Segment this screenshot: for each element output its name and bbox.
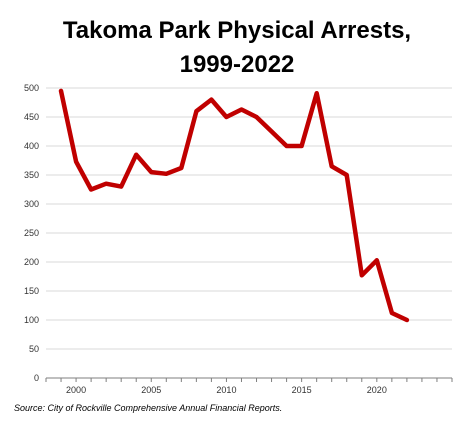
x-tick-label-2005: 2005 xyxy=(141,385,161,395)
x-axis: 2000 2005 2010 2015 2020 xyxy=(45,377,453,395)
y-tick-label-0: 0 xyxy=(34,373,39,383)
y-tick-label-200: 200 xyxy=(24,257,39,267)
series-layer xyxy=(58,88,410,323)
x-tick-label-2020: 2020 xyxy=(367,385,387,395)
series-line-0 xyxy=(58,88,410,323)
y-tick-label-300: 300 xyxy=(24,199,39,209)
y-axis: 0 50 100 150 200 250 300 350 400 450 500 xyxy=(24,83,39,383)
gridlines xyxy=(46,87,452,350)
chart-title-line-2: 1999-2022 xyxy=(179,51,295,78)
x-tick-label-2015: 2015 xyxy=(292,385,312,395)
y-tick-label-150: 150 xyxy=(24,286,39,296)
x-tick-label-2000: 2000 xyxy=(66,385,86,395)
y-tick-label-350: 350 xyxy=(24,170,39,180)
chart-title: Takoma Park Physical Arrests, 1999-2022 xyxy=(0,14,474,82)
y-tick-label-400: 400 xyxy=(24,141,39,151)
chart-title-line-1: Takoma Park Physical Arrests, xyxy=(62,17,412,44)
y-tick-label-450: 450 xyxy=(24,112,39,122)
y-tick-label-100: 100 xyxy=(24,315,39,325)
x-tick-label-2010: 2010 xyxy=(216,385,236,395)
y-tick-label-250: 250 xyxy=(24,228,39,238)
y-tick-label-50: 50 xyxy=(29,344,39,354)
source-note: Source: City of Rockville Comprehensive … xyxy=(14,403,283,413)
y-tick-label-500: 500 xyxy=(24,83,39,93)
